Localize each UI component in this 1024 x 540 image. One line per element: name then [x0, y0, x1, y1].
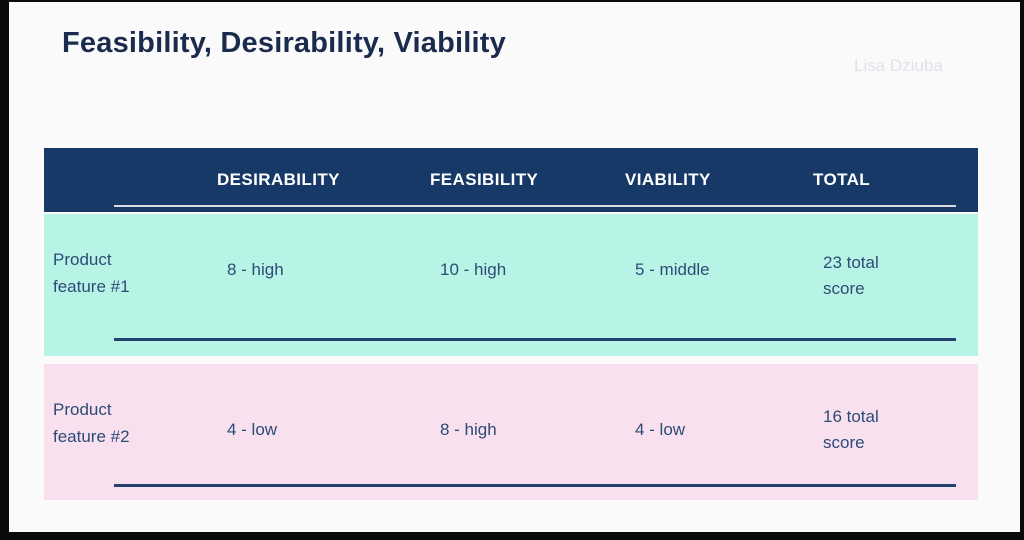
frame-left-edge — [0, 0, 9, 540]
header-underline — [114, 205, 956, 207]
slide-title: Feasibility, Desirability, Viability — [62, 27, 506, 59]
cell-viability: 4 - low — [635, 420, 686, 439]
cell-feasibility: 10 - high — [440, 260, 507, 279]
header-cell-total: TOTAL — [813, 170, 871, 189]
header-cell-viability: VIABILITY — [625, 170, 711, 189]
header-cell-desirability: DESIRABILITY — [217, 170, 340, 189]
frame-right-edge — [1020, 0, 1024, 540]
row1-underline — [114, 338, 956, 341]
row-label: Product feature #1 — [53, 250, 130, 296]
table-header-row: DESIRABILITY FEASIBILITY VIABILITY TOTAL — [44, 148, 978, 212]
row2-underline — [114, 484, 956, 487]
frame-top-edge — [0, 0, 1024, 2]
table-row-product-feature-2: Product feature #2 4 - low 8 - high 4 - … — [44, 364, 978, 500]
table-row-product-feature-1: Product feature #1 8 - high 10 - high 5 … — [44, 214, 978, 356]
cell-feasibility: 8 - high — [440, 420, 497, 439]
cell-total: 16 total score — [823, 407, 879, 452]
cell-total: 23 total score — [823, 253, 879, 298]
cell-viability: 5 - middle — [635, 260, 710, 279]
cell-desirability: 8 - high — [227, 260, 284, 279]
watermark-author: Lisa Dziuba — [854, 56, 943, 75]
header-cell-feasibility: FEASIBILITY — [430, 170, 539, 189]
cell-desirability: 4 - low — [227, 420, 278, 439]
scoring-table: DESIRABILITY FEASIBILITY VIABILITY TOTAL… — [44, 148, 978, 500]
frame-bottom-edge — [0, 532, 1024, 540]
row-label: Product feature #2 — [53, 400, 130, 446]
